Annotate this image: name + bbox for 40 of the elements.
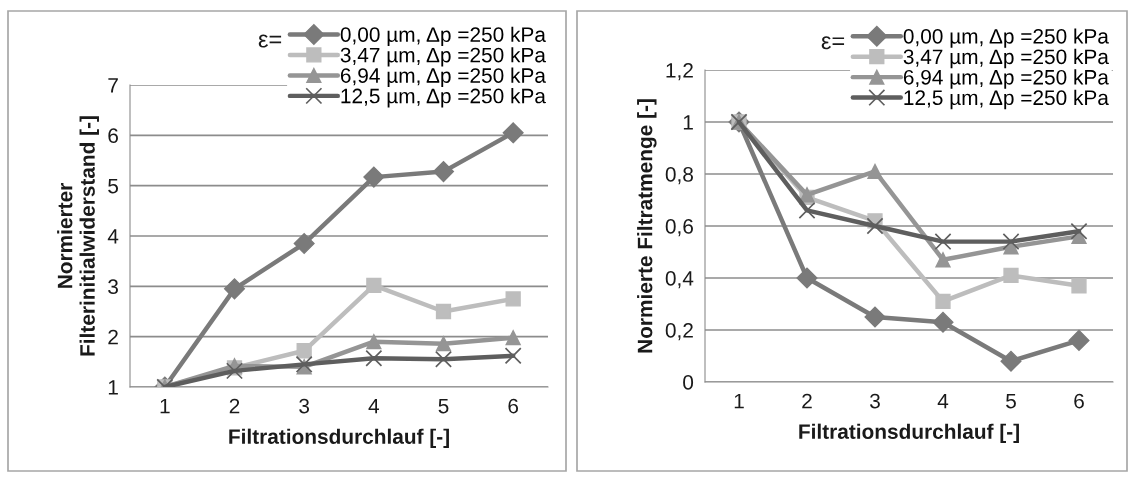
legend-label: 3,47 µm, Δp =250 kPa: [903, 48, 1109, 69]
x-tick-label: 2: [802, 393, 812, 409]
x-tick-label: 4: [368, 398, 380, 414]
x-axis-title: Filtrationsdurchlauf [-]: [799, 423, 1019, 444]
y-tick-label: 1: [108, 380, 118, 395]
y-axis-title: Normierte Filtratmenge [-]: [637, 99, 657, 353]
legend-title: ε=: [821, 36, 845, 50]
legend-label: 12,5 µm, Δp =250 kPa: [341, 88, 546, 108]
y-tick-label: 1,2: [666, 63, 693, 81]
y-tick-label: 6: [108, 128, 118, 144]
x-tick-label: 1: [734, 393, 744, 409]
x-tick-label: 1: [160, 398, 170, 414]
x-tick-label: 2: [229, 398, 240, 414]
legend-label: 12,5 µm, Δp =250 kPa: [904, 89, 1109, 110]
y-tick-label: 0,6: [665, 219, 693, 237]
y-tick-label: 0: [683, 375, 694, 390]
y-tick-label: 7: [108, 78, 118, 93]
legend-title: ε=: [258, 34, 282, 48]
legend-label: 6,94 µm, Δp =250 kPa: [903, 69, 1109, 89]
y-tick-label: 5: [108, 178, 119, 194]
y-tick-label: 0,2: [665, 323, 693, 341]
legend-label: 6,94 µm, Δp =250 kPa: [340, 67, 546, 88]
legend-label: 3,47 µm, Δp =250 kPa: [340, 47, 546, 67]
y-tick-label: 0,4: [665, 271, 694, 289]
x-tick-label: 3: [870, 393, 880, 409]
y-tick-label: 1: [683, 115, 693, 130]
y-axis-title: Normierter Filterinitialwiderstand [-]: [57, 116, 99, 356]
legend-label: 0,00 µm, Δp =250 kPa: [903, 28, 1109, 48]
y-tick-label: 3: [108, 279, 118, 295]
legend-label: 0,00 µm, Δp =250 kPa: [340, 26, 546, 47]
y-tick-label: 0,8: [665, 167, 693, 185]
x-axis-title: Filtrationsdurchlauf [-]: [229, 428, 449, 449]
x-tick-label: 5: [438, 398, 449, 414]
y-tick-label: 2: [108, 329, 118, 345]
x-tick-label: 4: [937, 393, 949, 409]
x-tick-label: 5: [1006, 393, 1016, 409]
x-tick-label: 6: [508, 398, 519, 414]
y-tick-label: 4: [107, 229, 119, 244]
x-tick-label: 6: [1074, 393, 1084, 409]
x-tick-label: 3: [299, 398, 310, 414]
